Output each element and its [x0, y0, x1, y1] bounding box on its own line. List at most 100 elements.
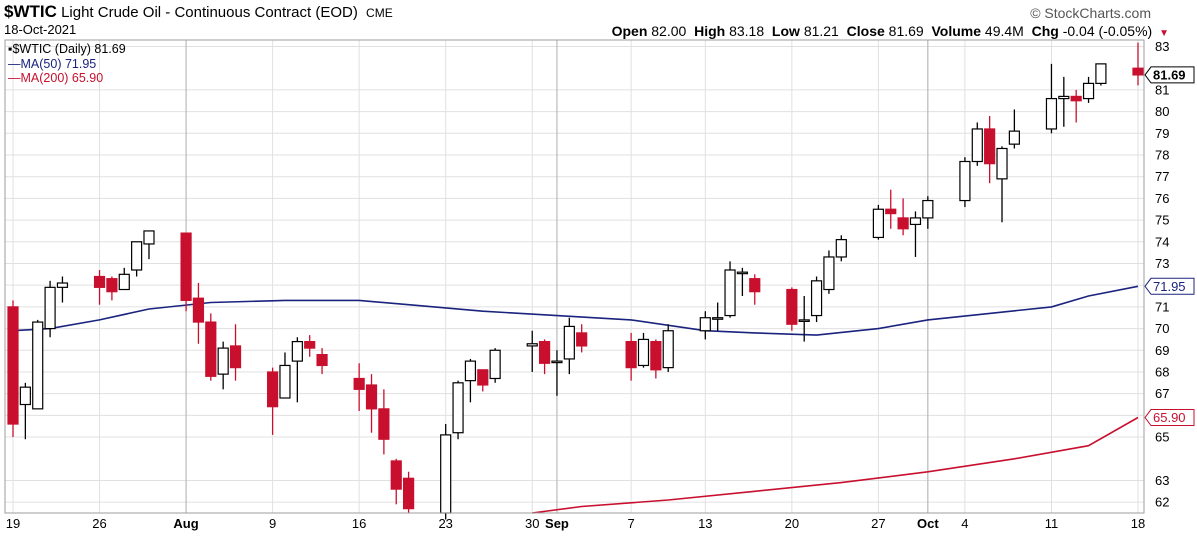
y-tick-label: 71	[1155, 299, 1169, 314]
candle-body	[749, 278, 761, 293]
candle-down	[576, 324, 588, 353]
candle-up	[922, 196, 934, 229]
exchange: CME	[366, 6, 393, 20]
candle-body	[563, 325, 575, 360]
ma200-layer	[532, 416, 1139, 514]
x-tick-label: 16	[352, 516, 366, 531]
candle-body	[217, 347, 229, 375]
candle-up	[872, 204, 884, 240]
candle-body	[279, 364, 291, 399]
ma50-line	[12, 285, 1139, 336]
candle-body	[229, 345, 242, 369]
ohlc-summary: Open 82.00 High 83.18 Low 81.21 Close 81…	[612, 23, 1169, 39]
candle-body	[477, 369, 489, 386]
candle-body	[538, 340, 551, 364]
legend-price: ▪$WTIC (Daily) 81.69	[8, 42, 126, 56]
candle-up	[526, 330, 538, 372]
candle-down	[316, 348, 328, 375]
x-tick-label: 4	[961, 516, 968, 531]
candle-down	[625, 332, 637, 381]
candle-body	[32, 321, 44, 410]
candle-body	[118, 273, 130, 291]
instrument-title: Light Crude Oil - Continuous Contract (E…	[61, 4, 358, 21]
candle-down	[897, 198, 909, 236]
candle-up	[32, 319, 44, 410]
chg-value: -0.04 (-0.05%)	[1062, 23, 1153, 39]
candle-body	[1045, 97, 1058, 130]
y-tick-label: 63	[1155, 473, 1169, 488]
candle-up	[909, 211, 922, 257]
y-tick-label: 79	[1155, 126, 1169, 141]
candle-up	[489, 348, 501, 383]
x-tick-label: Oct	[917, 516, 939, 531]
candle-up	[452, 380, 464, 440]
candle-body	[971, 128, 983, 163]
candle-up	[440, 424, 452, 520]
y-tick-label: 77	[1155, 169, 1169, 184]
candle-down	[7, 300, 19, 438]
candle-body	[909, 217, 922, 226]
candle-down	[106, 276, 118, 301]
legend-ma50: —MA(50) 71.95	[8, 57, 96, 71]
candle-down	[365, 374, 378, 433]
close-value: 81.69	[888, 23, 924, 39]
candle-up	[662, 324, 674, 372]
last-value-tag-box	[1144, 277, 1195, 295]
candle-body	[835, 239, 847, 258]
candle-up	[996, 146, 1008, 223]
x-axis: 19 26 Aug 9 16 23 30 Sep 7 13 20 27 Oct 4 11 18	[6, 516, 1145, 531]
candle-body	[1008, 130, 1020, 145]
candle-down	[984, 115, 996, 184]
candlestick-series	[7, 42, 1144, 520]
brand-credit: © StockCharts.com	[1030, 5, 1151, 21]
y-tick-label: 75	[1155, 213, 1169, 228]
last-value-tag-box	[1144, 66, 1195, 84]
open-label: Open	[611, 23, 648, 39]
legend-ma200: —MA(200) 65.90	[8, 71, 103, 85]
y-axis: 6263656667686970717273747576777879808183…	[1144, 39, 1195, 510]
last-value-tag-text: 65.90	[1153, 410, 1186, 425]
x-tick-label: Sep	[545, 516, 569, 531]
candle-body	[662, 330, 674, 369]
candle-up	[736, 267, 748, 297]
legend-price-text: $WTIC (Daily) 81.69	[12, 42, 126, 56]
candle-body	[699, 317, 711, 332]
candle-down	[205, 313, 217, 381]
candle-body	[959, 160, 971, 202]
candle-body	[872, 208, 884, 239]
volume-value: 49.4M	[984, 23, 1024, 39]
candle-up	[810, 276, 823, 323]
candle-down	[538, 339, 551, 375]
x-tick-label: 9	[269, 516, 276, 531]
candle-body	[267, 371, 279, 408]
candle-body	[823, 256, 835, 291]
candle-body	[724, 269, 736, 317]
candle-body	[650, 340, 662, 371]
candle-up	[131, 241, 143, 277]
chart-grid	[5, 40, 1144, 513]
candle-up	[217, 341, 229, 390]
x-tick-label: 11	[1045, 516, 1059, 531]
legend-price-swatch: ▪	[8, 42, 13, 56]
candle-down	[786, 287, 798, 331]
candle-down	[93, 269, 106, 305]
legend-ma50-swatch: —	[8, 57, 21, 71]
candle-body	[304, 340, 316, 349]
candle-down	[650, 339, 662, 379]
high-value: 83.18	[729, 23, 765, 39]
last-value-tag-text: 71.95	[1153, 279, 1186, 294]
candle-body	[44, 286, 56, 330]
candle-up	[44, 280, 56, 338]
candle-body	[192, 297, 205, 323]
chart-date: 18-Oct-2021	[4, 22, 77, 37]
x-tick-label: 20	[785, 516, 799, 531]
ma200-line	[532, 416, 1139, 514]
y-tick-label: 65	[1155, 430, 1169, 445]
candle-up	[118, 267, 130, 291]
low-label: Low	[771, 23, 800, 39]
x-tick-label: 30	[525, 516, 539, 531]
candle-body	[1058, 95, 1070, 100]
candle-body	[452, 382, 464, 434]
last-value-tag-ma200: 65.90	[1144, 409, 1195, 427]
candle-down	[353, 363, 365, 412]
